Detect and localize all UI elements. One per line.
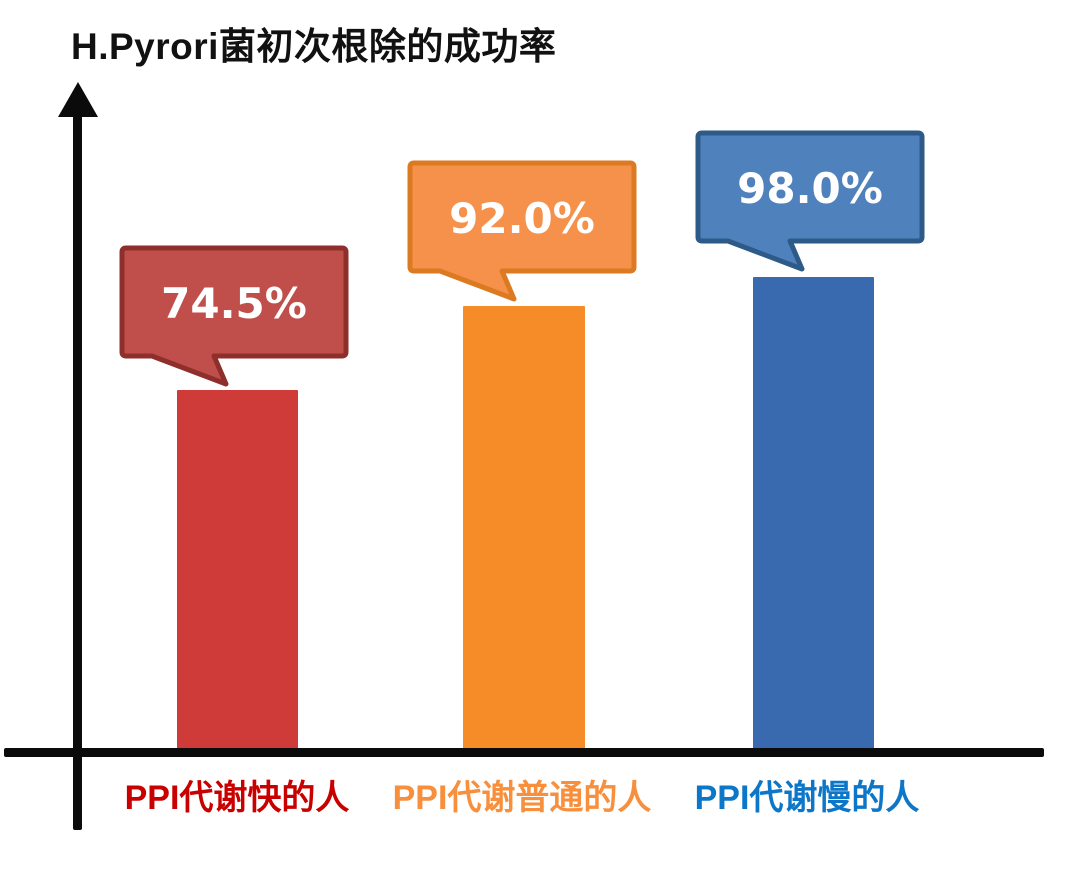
category-label-ppi-slow: PPI代谢慢的人 xyxy=(694,779,920,817)
bar-ppi-slow-metabolizer xyxy=(753,277,874,750)
bar-ppi-normal-metabolizer xyxy=(463,306,585,750)
speech-bubble-shape xyxy=(695,130,925,272)
callout-ppi-slow-metabolizer: 98.0% xyxy=(695,130,925,272)
value-label-ppi-fast: 74.5% xyxy=(161,279,307,328)
value-label-ppi-slow: 98.0% xyxy=(737,164,883,213)
callout-ppi-fast-metabolizer: 74.5% xyxy=(119,245,349,387)
y-axis-arrowhead-icon xyxy=(58,82,98,117)
y-axis xyxy=(73,112,82,830)
category-label-ppi-fast: PPI代谢快的人 xyxy=(124,779,350,817)
category-label-ppi-normal: PPI代谢普通的人 xyxy=(392,779,652,817)
speech-bubble-shape xyxy=(119,245,349,387)
value-label-ppi-normal: 92.0% xyxy=(449,194,595,243)
x-axis xyxy=(4,748,1044,757)
bar-ppi-fast-metabolizer xyxy=(177,390,298,750)
callout-ppi-normal-metabolizer: 92.0% xyxy=(407,160,637,302)
speech-bubble-shape xyxy=(407,160,637,302)
chart-title: H.Pyrori菌初次根除的成功率 xyxy=(71,26,557,67)
